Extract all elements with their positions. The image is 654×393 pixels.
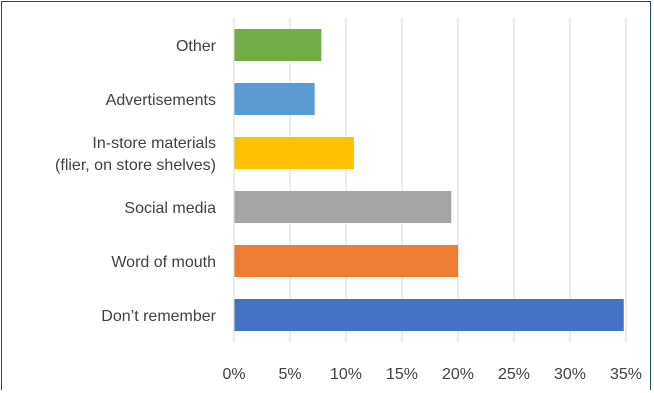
- bar: [234, 137, 354, 169]
- x-tick-label: 30%: [554, 366, 586, 383]
- x-tick-label: 0%: [222, 366, 245, 383]
- category-label: Social media: [124, 200, 216, 217]
- bar: [234, 245, 458, 277]
- x-tick-label: 20%: [442, 366, 474, 383]
- bar: [234, 299, 624, 331]
- category-label: Other: [176, 38, 217, 55]
- bar: [234, 29, 322, 61]
- bar: [234, 191, 452, 223]
- x-tick-label: 15%: [386, 366, 418, 383]
- category-label: Don’t remember: [101, 308, 216, 325]
- category-label: (flier, on store shelves): [55, 157, 216, 174]
- x-tick-label: 35%: [610, 366, 642, 383]
- category-label: Advertisements: [106, 92, 216, 109]
- bar: [234, 83, 315, 115]
- x-tick-label: 10%: [330, 366, 362, 383]
- category-label: In-store materials: [92, 135, 216, 152]
- x-tick-label: 5%: [278, 366, 301, 383]
- category-label: Word of mouth: [111, 254, 216, 271]
- x-tick-label: 25%: [498, 366, 530, 383]
